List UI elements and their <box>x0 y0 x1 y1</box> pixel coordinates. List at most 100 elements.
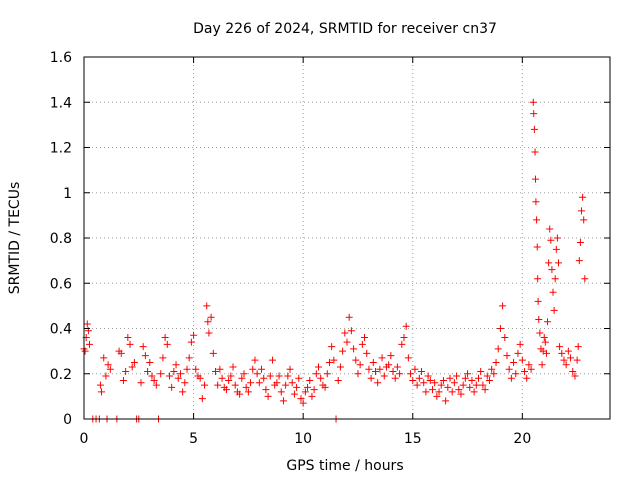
data-point <box>551 275 559 283</box>
data-point <box>328 343 336 351</box>
data-point <box>207 313 215 321</box>
data-point <box>255 379 263 387</box>
data-point <box>444 383 452 391</box>
data-point <box>330 356 338 364</box>
data-point <box>273 379 281 387</box>
data-point <box>470 388 478 396</box>
data-point <box>227 372 235 380</box>
data-point <box>201 381 209 389</box>
data-point <box>176 370 184 378</box>
data-point <box>512 370 520 378</box>
data-point <box>236 390 244 398</box>
data-point <box>165 372 173 380</box>
data-point <box>567 354 575 362</box>
data-point <box>85 340 93 348</box>
data-point <box>554 259 562 267</box>
data-point <box>409 377 417 385</box>
data-point <box>293 383 301 391</box>
data-point <box>516 340 524 348</box>
data-point <box>352 356 360 364</box>
data-point <box>242 383 250 391</box>
data-point <box>548 266 556 274</box>
data-point <box>501 334 509 342</box>
data-point <box>431 379 439 387</box>
data-point <box>547 236 555 244</box>
grid-lines <box>84 57 610 419</box>
data-point <box>374 379 382 387</box>
data-point <box>264 392 272 400</box>
data-point <box>345 313 353 321</box>
data-point <box>179 388 187 396</box>
data-point <box>569 367 577 375</box>
x-tick-label: 20 <box>513 431 531 447</box>
data-point <box>341 329 349 337</box>
data-point <box>323 370 331 378</box>
data-point <box>240 370 248 378</box>
data-point <box>536 329 544 337</box>
data-point <box>159 354 167 362</box>
data-point <box>312 370 320 378</box>
data-point <box>378 354 386 362</box>
data-point <box>122 367 130 375</box>
y-tick-label: 1.6 <box>50 50 72 66</box>
data-point <box>494 345 502 353</box>
data-point <box>485 377 493 385</box>
data-point <box>404 354 412 362</box>
data-point <box>334 377 342 385</box>
data-point <box>336 363 344 371</box>
data-point <box>472 381 480 389</box>
data-point <box>369 358 377 366</box>
data-point <box>297 395 305 403</box>
data-point <box>258 365 266 373</box>
data-point <box>174 374 182 382</box>
data-point <box>367 374 375 382</box>
data-point <box>499 302 507 310</box>
x-tick-label: 0 <box>80 431 89 447</box>
data-point <box>389 367 397 375</box>
data-point <box>411 365 419 373</box>
data-point <box>560 356 568 364</box>
data-point <box>550 306 558 314</box>
data-point <box>98 388 106 396</box>
data-point <box>279 397 287 405</box>
data-point <box>533 216 541 224</box>
data-point <box>260 374 268 382</box>
data-point <box>552 245 560 253</box>
data-point <box>540 334 548 342</box>
data-point <box>492 358 500 366</box>
data-point <box>358 340 366 348</box>
data-point <box>521 367 529 375</box>
data-point <box>371 367 379 375</box>
data-point <box>141 352 149 360</box>
data-point <box>102 372 110 380</box>
data-point <box>393 363 401 371</box>
data-point <box>229 363 237 371</box>
data-point <box>576 239 584 247</box>
data-point <box>549 288 557 296</box>
data-point <box>347 327 355 335</box>
data-point <box>139 343 147 351</box>
data-point <box>380 372 388 380</box>
data-point <box>424 372 432 380</box>
data-point <box>391 374 399 382</box>
data-point <box>496 325 504 332</box>
data-point <box>531 148 539 156</box>
data-point <box>100 354 108 362</box>
data-point <box>222 386 230 394</box>
data-point <box>306 377 314 385</box>
data-point <box>310 386 318 394</box>
data-point <box>535 315 543 323</box>
data-point <box>106 365 114 373</box>
data-point <box>253 370 261 378</box>
data-point <box>530 125 538 133</box>
data-point <box>168 383 176 391</box>
data-point <box>433 392 441 400</box>
data-point <box>505 365 513 373</box>
data-point <box>290 390 298 398</box>
data-point <box>422 388 430 396</box>
data-point <box>459 381 467 389</box>
data-point <box>481 386 489 394</box>
data-point <box>415 374 423 382</box>
data-point <box>437 381 445 389</box>
